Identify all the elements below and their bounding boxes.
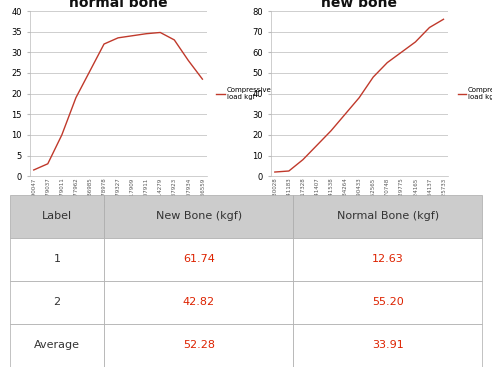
Title: new bone: new bone [321,0,397,10]
Title: normal bone: normal bone [69,0,167,10]
Legend: Compressive
load kgf: Compressive load kgf [455,84,492,103]
Legend: Compressive
load kgf: Compressive load kgf [214,84,275,103]
